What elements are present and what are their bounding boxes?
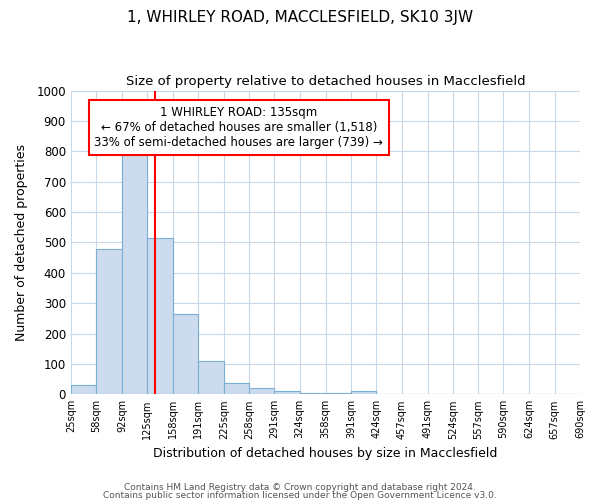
Bar (122, 145, 148, 394)
Bar (249, 388, 274, 394)
Y-axis label: Number of detached properties: Number of detached properties (15, 144, 28, 341)
Bar (351, 392, 376, 394)
Text: 1, WHIRLEY ROAD, MACCLESFIELD, SK10 3JW: 1, WHIRLEY ROAD, MACCLESFIELD, SK10 3JW (127, 10, 473, 25)
Bar (300, 393, 326, 394)
Bar (71, 385, 96, 394)
Bar (173, 314, 198, 394)
Bar (224, 383, 249, 394)
Title: Size of property relative to detached houses in Macclesfield: Size of property relative to detached ho… (125, 75, 525, 88)
Text: 1 WHIRLEY ROAD: 135sqm
← 67% of detached houses are smaller (1,518)
33% of semi-: 1 WHIRLEY ROAD: 135sqm ← 67% of detached… (94, 106, 383, 148)
Bar (274, 392, 300, 394)
Text: Contains HM Land Registry data © Crown copyright and database right 2024.: Contains HM Land Registry data © Crown c… (124, 484, 476, 492)
Bar (96, 248, 122, 394)
Bar (148, 238, 173, 394)
X-axis label: Distribution of detached houses by size in Macclesfield: Distribution of detached houses by size … (153, 447, 497, 460)
Text: Contains public sector information licensed under the Open Government Licence v3: Contains public sector information licen… (103, 491, 497, 500)
Bar (198, 361, 224, 394)
Bar (326, 393, 351, 394)
